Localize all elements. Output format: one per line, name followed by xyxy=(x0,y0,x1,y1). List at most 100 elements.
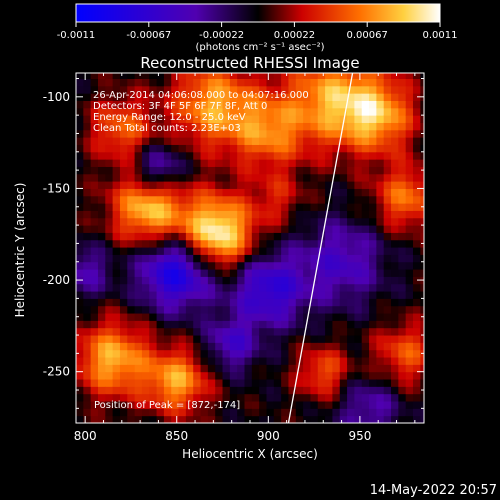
heatmap-cell xyxy=(105,100,114,109)
heatmap-cell xyxy=(141,276,150,285)
heatmap-cell xyxy=(90,129,99,138)
heatmap-cell xyxy=(97,379,106,387)
heatmap-cell xyxy=(149,254,158,263)
heatmap-cell xyxy=(185,261,194,270)
heatmap-cell xyxy=(339,129,348,138)
heatmap-cell xyxy=(163,166,172,175)
heatmap-cell xyxy=(171,364,180,373)
heatmap-cell xyxy=(171,393,180,402)
heatmap-cell xyxy=(266,320,275,329)
heatmap-cell xyxy=(97,320,106,329)
heatmap-cell xyxy=(383,195,392,204)
heatmap-cell xyxy=(178,269,187,277)
heatmap-cell xyxy=(317,115,326,123)
heatmap-cell xyxy=(339,291,348,299)
heatmap-cell xyxy=(339,137,348,145)
heatmap-cell xyxy=(281,283,289,292)
heatmap-cell xyxy=(207,261,216,270)
heatmap-cell xyxy=(185,217,194,226)
heatmap-cell xyxy=(200,232,209,241)
heatmap-cell xyxy=(288,137,297,145)
heatmap-cell xyxy=(354,269,363,277)
heatmap-cell xyxy=(317,401,326,409)
heatmap-cell xyxy=(229,173,238,182)
heatmap-cell xyxy=(119,85,128,94)
heatmap-cell xyxy=(347,408,355,417)
heatmap-cell xyxy=(288,415,297,423)
heatmap-cell xyxy=(361,269,370,277)
heatmap-cell xyxy=(97,408,106,417)
heatmap-cell xyxy=(193,408,202,417)
heatmap-cell xyxy=(325,276,333,285)
heatmap-cell xyxy=(251,151,260,160)
heatmap-cell xyxy=(259,247,267,255)
heatmap-cell xyxy=(259,357,267,365)
heatmap-cell xyxy=(76,100,84,109)
heatmap-cell xyxy=(288,291,297,299)
heatmap-cell xyxy=(185,181,194,189)
heatmap-cell xyxy=(171,181,180,189)
heatmap-cell xyxy=(391,93,399,101)
heatmap-cell xyxy=(200,305,209,314)
heatmap-cell xyxy=(332,225,341,233)
heatmap-cell xyxy=(361,342,370,351)
heatmap-cell xyxy=(97,129,106,138)
heatmap-cell xyxy=(259,137,267,145)
heatmap-cell xyxy=(171,232,180,241)
heatmap-cell xyxy=(420,100,424,109)
heatmap-cell xyxy=(105,298,114,307)
heatmap-cell xyxy=(127,93,136,101)
heatmap-cell xyxy=(76,166,84,175)
heatmap-cell xyxy=(185,122,194,131)
heatmap-cell xyxy=(413,313,421,321)
heatmap-cell xyxy=(207,247,216,255)
heatmap-cell xyxy=(259,327,267,336)
heatmap-cell xyxy=(405,73,414,79)
heatmap-cell xyxy=(310,291,319,299)
heatmap-cell xyxy=(303,73,311,79)
heatmap-cell xyxy=(347,225,355,233)
heatmap-cell xyxy=(178,151,187,160)
heatmap-cell xyxy=(273,115,282,123)
heatmap-cell xyxy=(251,239,260,248)
heatmap-cell xyxy=(178,371,187,380)
heatmap-cell xyxy=(405,283,414,292)
heatmap-cell xyxy=(405,335,414,343)
heatmap-cell xyxy=(244,291,253,299)
heatmap-cell xyxy=(178,210,187,219)
heatmap-cell xyxy=(251,225,260,233)
heatmap-cell xyxy=(332,78,341,87)
heatmap-cell xyxy=(369,305,377,314)
heatmap-cell xyxy=(237,107,246,116)
heatmap-cell xyxy=(119,305,128,314)
heatmap-cell xyxy=(185,203,194,211)
heatmap-cell xyxy=(413,261,421,270)
heatmap-cell xyxy=(295,203,304,211)
heatmap-cell xyxy=(354,386,363,395)
heatmap-cell xyxy=(303,107,311,116)
heatmap-cell xyxy=(295,254,304,263)
heatmap-cell xyxy=(171,129,180,138)
heatmap-cell xyxy=(105,85,114,94)
heatmap-cell xyxy=(119,73,128,79)
heatmap-cell xyxy=(391,291,399,299)
heatmap-cell xyxy=(215,291,224,299)
heatmap-cell xyxy=(303,210,311,219)
heatmap-cell xyxy=(361,107,370,116)
heatmap-cell xyxy=(354,357,363,365)
heatmap-cell xyxy=(134,93,143,101)
heatmap-cell xyxy=(405,254,414,263)
heatmap-cell xyxy=(281,327,289,336)
heatmap-cell xyxy=(178,137,187,145)
heatmap-cell xyxy=(171,415,180,423)
heatmap-cell xyxy=(281,151,289,160)
heatmap-cell xyxy=(90,93,99,101)
heatmap-cell xyxy=(288,122,297,131)
heatmap-cell xyxy=(229,291,238,299)
heatmap-cell xyxy=(229,85,238,94)
heatmap-cell xyxy=(259,386,267,395)
heatmap-cell xyxy=(244,203,253,211)
heatmap-cell xyxy=(339,203,348,211)
heatmap-cell xyxy=(163,269,172,277)
